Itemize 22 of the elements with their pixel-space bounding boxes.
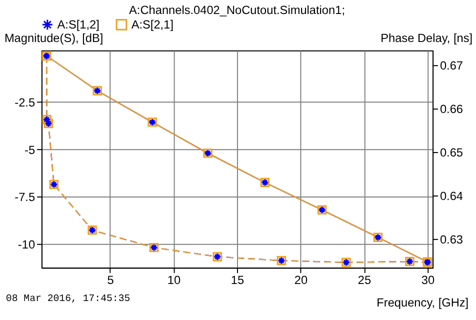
x-axis-title: Frequency, [GHz] [376, 296, 469, 310]
y2-tick-label: 0.67 [440, 58, 464, 73]
y-tick-label: -5 [24, 142, 36, 157]
x-tick-label: 15 [230, 272, 244, 287]
x-tick-label: 30 [421, 272, 435, 287]
y2-tick-label: 0.63 [440, 232, 464, 247]
y2-tick-label: 0.64 [440, 189, 464, 204]
y2-tick-label: 0.65 [440, 146, 464, 160]
x-tick-label: 20 [294, 272, 308, 287]
legend-label: A:S[1,2] [57, 18, 100, 32]
y2-axis-title: Phase Delay, [ns] [380, 30, 473, 45]
x-tick-label: 25 [358, 272, 372, 287]
legend-label: A:S[2,1] [131, 18, 174, 32]
y-tick-label: -7.5 [14, 190, 36, 204]
y-tick-label: -10 [18, 237, 36, 252]
text: 08 Mar 2016, 17:45:35 [6, 293, 130, 304]
y-tick-label: -2.5 [14, 96, 36, 110]
x-tick-label: 10 [167, 272, 182, 287]
chart-title: A:Channels.0402_NoCutout.Simulation1; [129, 2, 345, 17]
y-axis-title: Magnitude(S), [dB] [4, 30, 104, 45]
x-tick-label: 5 [107, 272, 114, 287]
y2-tick-label: 0.66 [440, 102, 464, 116]
